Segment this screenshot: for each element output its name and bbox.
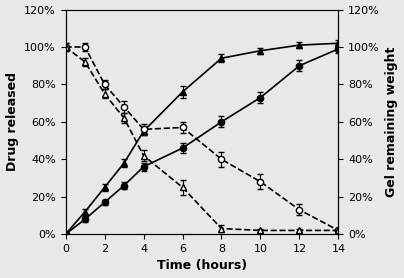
X-axis label: Time (hours): Time (hours) bbox=[157, 259, 247, 272]
Y-axis label: Drug released: Drug released bbox=[6, 72, 19, 171]
Y-axis label: Gel remaining weight: Gel remaining weight bbox=[385, 47, 398, 197]
